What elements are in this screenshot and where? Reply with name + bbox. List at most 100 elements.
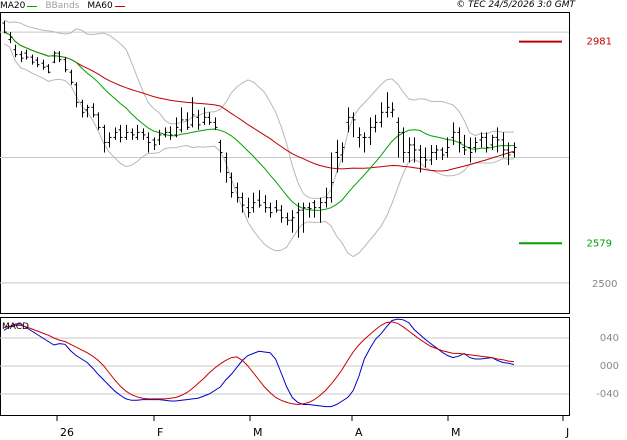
ohlc-bar <box>312 200 317 218</box>
ohlc-bar <box>13 44 18 58</box>
ohlc-bar <box>30 54 35 65</box>
ohlc-bar <box>340 142 345 163</box>
legend-swatch-ma20 <box>27 5 38 7</box>
ohlc-bar <box>329 152 334 203</box>
ohlc-bar <box>91 103 96 118</box>
macd-tick-label: 040 <box>600 333 619 344</box>
level-label: 2981 <box>587 37 612 48</box>
ohlc-bar <box>423 147 428 168</box>
indicator-legend: MA20 BBands MA60 <box>0 0 133 12</box>
ohlc-bar <box>296 202 301 238</box>
ohlc-bar <box>246 197 251 218</box>
legend-label-bbands: BBands <box>45 0 80 11</box>
ohlc-bar <box>407 137 412 163</box>
price-tick-label: 2500 <box>592 279 617 290</box>
ohlc-bar <box>429 144 434 166</box>
legend-item-ma60: MA60 <box>87 0 125 12</box>
ohlc-bar <box>368 117 373 145</box>
ohlc-bar <box>274 200 279 213</box>
time-tick-label: F <box>157 426 163 439</box>
ohlc-bar <box>512 142 517 158</box>
ohlc-bar <box>307 202 312 218</box>
ohlc-bar <box>35 57 40 68</box>
ohlc-bar <box>46 64 51 74</box>
ohlc-bar <box>279 205 284 223</box>
ohlc-bar <box>257 190 262 208</box>
ohlc-bar <box>346 107 351 133</box>
ohlc-bar <box>196 109 201 130</box>
time-tick-label: M <box>253 426 263 439</box>
ohlc-bar <box>318 197 323 223</box>
legend-label-ma20: MA20 <box>0 0 26 11</box>
chart-frame <box>0 12 570 416</box>
ohlc-bar <box>157 129 162 145</box>
ohlc-bar <box>19 51 24 63</box>
ohlc-bar <box>235 182 240 203</box>
ohlc-bar <box>468 137 473 163</box>
bollinger-bands <box>3 19 515 258</box>
ohlc-bar <box>135 124 140 140</box>
moving-averages <box>3 31 515 211</box>
ohlc-bar <box>146 132 151 153</box>
ohlc-bar <box>207 112 212 125</box>
price-grid <box>0 31 569 284</box>
ohlc-bar <box>8 32 13 44</box>
ohlc-bar <box>268 202 273 218</box>
ohlc-bar <box>124 124 129 140</box>
ohlc-bar <box>190 97 195 128</box>
ohlc-bar <box>107 132 112 148</box>
ohlc-bar <box>69 69 74 85</box>
ohlc-bar <box>373 114 378 133</box>
ohlc-bar <box>445 137 450 158</box>
ohlc-bar <box>351 112 356 138</box>
ohlc-bar <box>434 144 439 160</box>
ohlc-bar <box>440 147 445 160</box>
time-axis: 26 F M A M J <box>56 415 569 439</box>
ohlc-bar <box>379 102 384 128</box>
ohlc-bar <box>130 128 135 140</box>
ohlc-bar <box>168 126 173 140</box>
ohlc-bar <box>285 212 290 226</box>
legend-item-bbands: BBands <box>45 1 79 12</box>
ohlc-bar <box>385 92 390 118</box>
ohlc-bar <box>174 117 179 138</box>
ohlc-bar <box>418 144 423 173</box>
ohlc-bar <box>163 127 168 138</box>
ohlc-bar <box>41 59 46 70</box>
ohlc-bar <box>357 127 362 148</box>
ohlc-bar <box>52 51 57 64</box>
time-tick-label: J <box>565 426 569 439</box>
ohlc-bar <box>473 137 478 153</box>
ohlc-bar <box>290 210 295 233</box>
level-markers: 2981 2579 <box>519 37 612 249</box>
ohlc-bar <box>506 142 511 166</box>
macd-axis: 040 000 -040 <box>596 333 619 400</box>
level-label: 2579 <box>587 238 612 249</box>
ohlc-bar <box>462 134 467 155</box>
ohlc-bar <box>229 172 234 198</box>
ohlc-bar <box>263 195 268 213</box>
ohlc-bar <box>501 132 506 158</box>
time-tick-label: 26 <box>60 426 74 439</box>
legend-item-ma20: MA20 <box>0 0 38 12</box>
macd-lines <box>3 318 515 408</box>
ohlc-bar <box>362 132 367 153</box>
macd-tick-label: 000 <box>600 361 619 372</box>
macd-tick-label: -040 <box>596 389 619 400</box>
ohlc-bar <box>179 107 184 133</box>
ohlc-bar <box>113 127 118 140</box>
ohlc-bar <box>324 187 329 208</box>
ma20-line <box>3 31 515 211</box>
ohlc-bar <box>80 99 85 118</box>
ohlc-bar <box>202 107 207 125</box>
ohlc-bar <box>213 117 218 130</box>
ohlc-bar <box>74 82 79 108</box>
ohlc-bar <box>240 192 245 213</box>
ohlc-bar <box>96 112 101 130</box>
ohlc-bar <box>396 117 401 158</box>
legend-label-ma60: MA60 <box>87 0 113 11</box>
ohlc-bar <box>401 127 406 163</box>
macd-signal-line <box>3 321 515 406</box>
price-axis: 2500 <box>592 279 617 290</box>
